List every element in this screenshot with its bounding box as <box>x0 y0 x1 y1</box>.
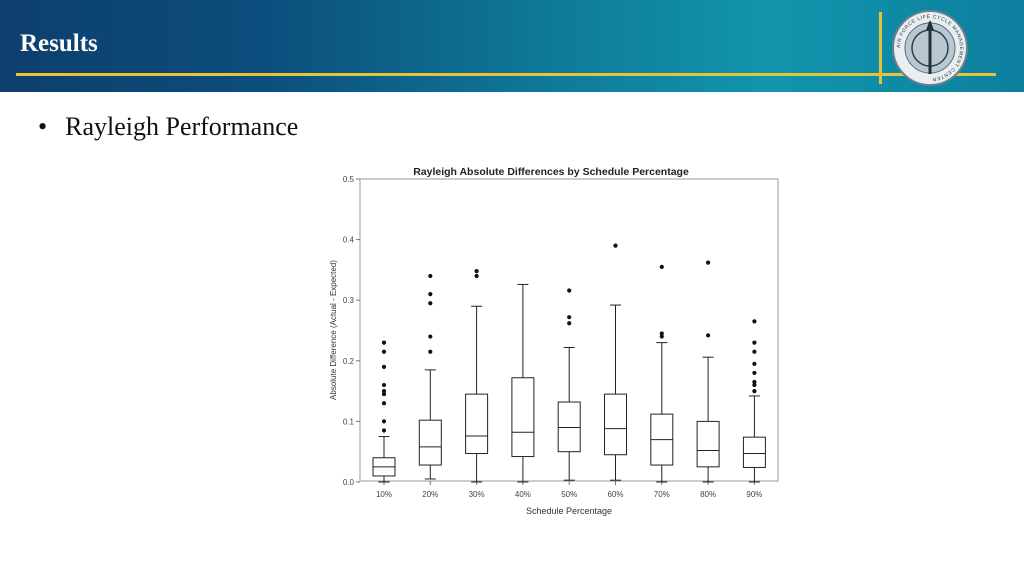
box-group <box>604 243 627 481</box>
box <box>696 420 720 468</box>
y-tick-label: 0.2 <box>343 357 355 366</box>
box <box>465 393 489 455</box>
outlier-point <box>428 334 433 339</box>
outlier-point <box>381 349 387 354</box>
outlier-point <box>428 292 433 297</box>
x-tick-label: 80% <box>700 490 716 499</box>
box-group <box>650 264 674 483</box>
outlier-point <box>752 382 757 388</box>
bullet-dot-icon: • <box>38 112 48 141</box>
x-tick-label: 40% <box>515 490 531 499</box>
box-group <box>696 260 720 483</box>
x-tick-label: 10% <box>376 490 392 499</box>
outlier-point <box>428 301 433 306</box>
box-series <box>372 243 766 483</box>
box-group <box>465 269 489 483</box>
outlier-point <box>567 288 572 293</box>
y-axis: 0.0 0.1 0.2 0.3 0.4 0.5 <box>343 175 360 487</box>
y-axis-label: Absolute Difference (Actual - Expected) <box>329 260 338 400</box>
header-divider <box>16 73 996 76</box>
page-title: Results <box>20 30 98 57</box>
outlier-point <box>752 379 757 385</box>
outlier-point <box>659 331 664 336</box>
outlier-point <box>428 349 433 354</box>
box <box>742 436 766 468</box>
x-tick-label: 20% <box>422 490 438 499</box>
outlier-point <box>567 321 572 326</box>
header-vertical-divider <box>879 12 882 84</box>
x-tick-label: 90% <box>746 490 762 499</box>
bullet-text: Rayleigh Performance <box>65 112 299 141</box>
outlier-point <box>752 319 757 324</box>
outlier-point <box>474 269 479 274</box>
x-tick-label: 50% <box>561 490 577 499</box>
box-group <box>557 288 581 481</box>
organization-logo: AIR FORCE LIFE CYCLE MANAGEMENT CENTER <box>892 10 968 86</box>
outlier-point <box>567 315 572 320</box>
outlier-point <box>381 382 387 388</box>
y-tick-label: 0.5 <box>343 175 355 184</box>
outlier-point <box>659 334 664 339</box>
box <box>557 401 581 453</box>
y-tick-label: 0.1 <box>343 417 355 426</box>
outlier-point <box>752 349 757 354</box>
box <box>604 393 627 456</box>
x-axis-label: Schedule Percentage <box>526 506 612 516</box>
box-group <box>418 273 442 480</box>
box-group <box>511 283 535 483</box>
outlier-point <box>428 273 433 279</box>
outlier-point <box>474 273 479 279</box>
y-tick-label: 0.0 <box>343 478 355 487</box>
outlier-point <box>659 264 664 269</box>
outlier-point <box>381 401 387 406</box>
x-axis: 10% 20% 30% 40% 50% 60% 70% 80% 90% <box>376 481 762 499</box>
y-tick-label: 0.3 <box>343 296 355 305</box>
outlier-point <box>752 361 757 366</box>
outlier-point <box>706 333 711 338</box>
outlier-point <box>706 260 711 265</box>
outlier-point <box>381 428 387 433</box>
box <box>511 377 535 458</box>
boxplot-chart: Rayleigh Absolute Differences by Schedul… <box>329 166 779 516</box>
outlier-point <box>381 364 387 369</box>
bullet-item: • Rayleigh Performance <box>38 112 298 142</box>
box <box>418 419 442 466</box>
box-group <box>372 340 396 483</box>
header-bar: Results AIR FORCE LIFE CYCLE MANAGEMENT … <box>0 0 1024 92</box>
y-tick-label: 0.4 <box>343 236 355 245</box>
outlier-point <box>381 419 387 424</box>
outlier-point <box>381 392 387 397</box>
chart-title: Rayleigh Absolute Differences by Schedul… <box>413 166 689 178</box>
box-group <box>742 319 766 483</box>
outlier-point <box>752 389 757 394</box>
outlier-point <box>381 340 387 345</box>
outlier-point <box>752 370 757 376</box>
x-tick-label: 60% <box>607 490 623 499</box>
x-tick-label: 30% <box>469 490 485 499</box>
outlier-point <box>613 243 618 248</box>
outlier-point <box>752 340 757 345</box>
x-tick-label: 70% <box>654 490 670 499</box>
outlier-point <box>381 389 387 394</box>
